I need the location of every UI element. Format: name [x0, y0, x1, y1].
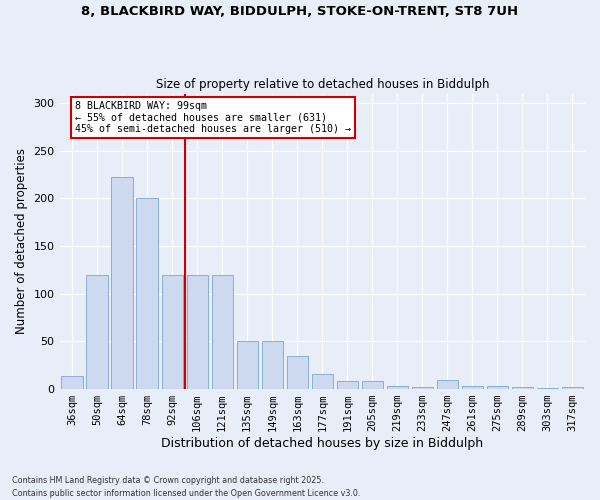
Bar	[212, 274, 233, 389]
Bar	[562, 387, 583, 389]
Bar	[537, 388, 558, 389]
Bar	[262, 342, 283, 389]
Y-axis label: Number of detached properties: Number of detached properties	[15, 148, 28, 334]
X-axis label: Distribution of detached houses by size in Biddulph: Distribution of detached houses by size …	[161, 437, 484, 450]
Bar	[311, 374, 333, 389]
Bar	[161, 274, 183, 389]
Bar	[287, 356, 308, 389]
Bar	[61, 376, 83, 389]
Bar	[412, 387, 433, 389]
Bar	[86, 274, 108, 389]
Bar	[136, 198, 158, 389]
Bar	[187, 274, 208, 389]
Title: Size of property relative to detached houses in Biddulph: Size of property relative to detached ho…	[155, 78, 489, 91]
Bar	[487, 386, 508, 389]
Bar	[112, 178, 133, 389]
Bar	[236, 342, 258, 389]
Bar	[462, 386, 483, 389]
Bar	[387, 386, 408, 389]
Text: 8 BLACKBIRD WAY: 99sqm
← 55% of detached houses are smaller (631)
45% of semi-de: 8 BLACKBIRD WAY: 99sqm ← 55% of detached…	[74, 101, 350, 134]
Text: 8, BLACKBIRD WAY, BIDDULPH, STOKE-ON-TRENT, ST8 7UH: 8, BLACKBIRD WAY, BIDDULPH, STOKE-ON-TRE…	[82, 5, 518, 18]
Bar	[337, 382, 358, 389]
Bar	[437, 380, 458, 389]
Bar	[362, 382, 383, 389]
Bar	[512, 387, 533, 389]
Text: Contains HM Land Registry data © Crown copyright and database right 2025.
Contai: Contains HM Land Registry data © Crown c…	[12, 476, 361, 498]
